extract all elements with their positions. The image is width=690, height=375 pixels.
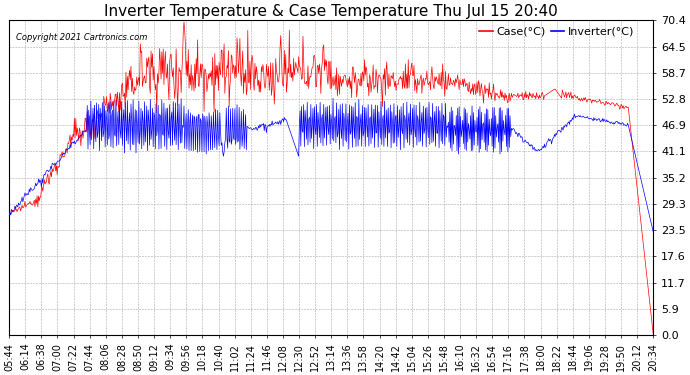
Legend: Case(°C), Inverter(°C): Case(°C), Inverter(°C) bbox=[478, 26, 635, 38]
Text: Copyright 2021 Cartronics.com: Copyright 2021 Cartronics.com bbox=[16, 33, 147, 42]
Title: Inverter Temperature & Case Temperature Thu Jul 15 20:40: Inverter Temperature & Case Temperature … bbox=[104, 4, 558, 19]
